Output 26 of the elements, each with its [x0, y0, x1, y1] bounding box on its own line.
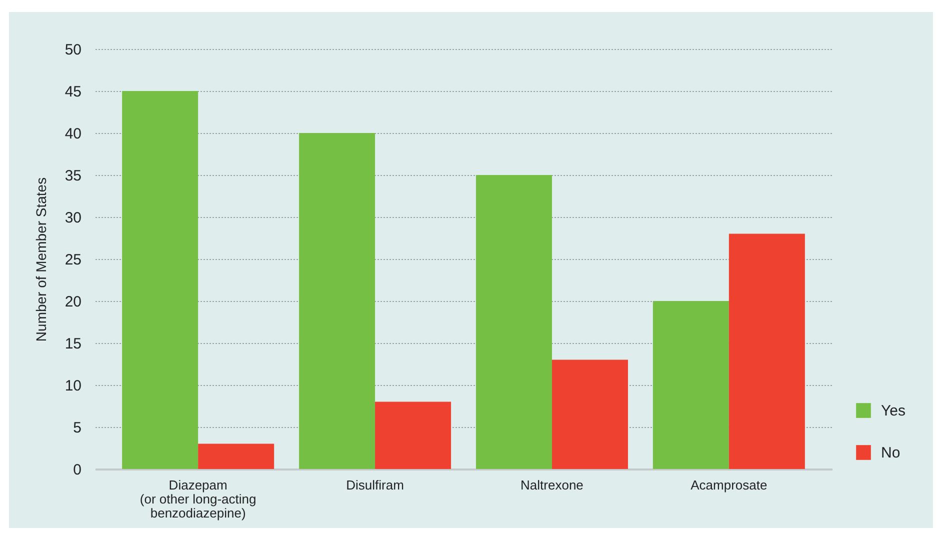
y-tick-label: 10 — [64, 378, 82, 394]
x-tick-label: Diazepam (or other long-acting benzodiazepine) — [140, 478, 256, 520]
y-tick-label: 0 — [73, 462, 82, 478]
bar — [122, 91, 198, 469]
y-tick-label: 5 — [73, 420, 82, 436]
y-tick-label: 15 — [64, 336, 82, 352]
x-tick-label: Acamprosate — [690, 478, 768, 492]
y-tick-label: 35 — [64, 168, 82, 184]
y-tick-label: 20 — [64, 294, 82, 310]
y-tick-label: 30 — [64, 210, 82, 226]
bar — [728, 234, 805, 469]
legend-label: Yes — [881, 402, 906, 420]
bar — [476, 175, 552, 469]
y-tick-label: 40 — [64, 126, 82, 142]
y-tick-label: 45 — [64, 84, 82, 100]
x-tick-label: Naltrexone — [520, 478, 584, 492]
y-tick-label: 25 — [64, 252, 82, 268]
x-tick-label: Disulfiram — [346, 478, 404, 492]
bar — [652, 301, 729, 469]
bar — [198, 444, 274, 469]
bar — [299, 133, 376, 469]
y-axis-title: Number of Member States — [32, 177, 49, 342]
y-tick-label: 50 — [64, 42, 82, 58]
bar — [552, 360, 628, 469]
bar — [375, 402, 452, 469]
legend-label: No — [881, 444, 900, 462]
